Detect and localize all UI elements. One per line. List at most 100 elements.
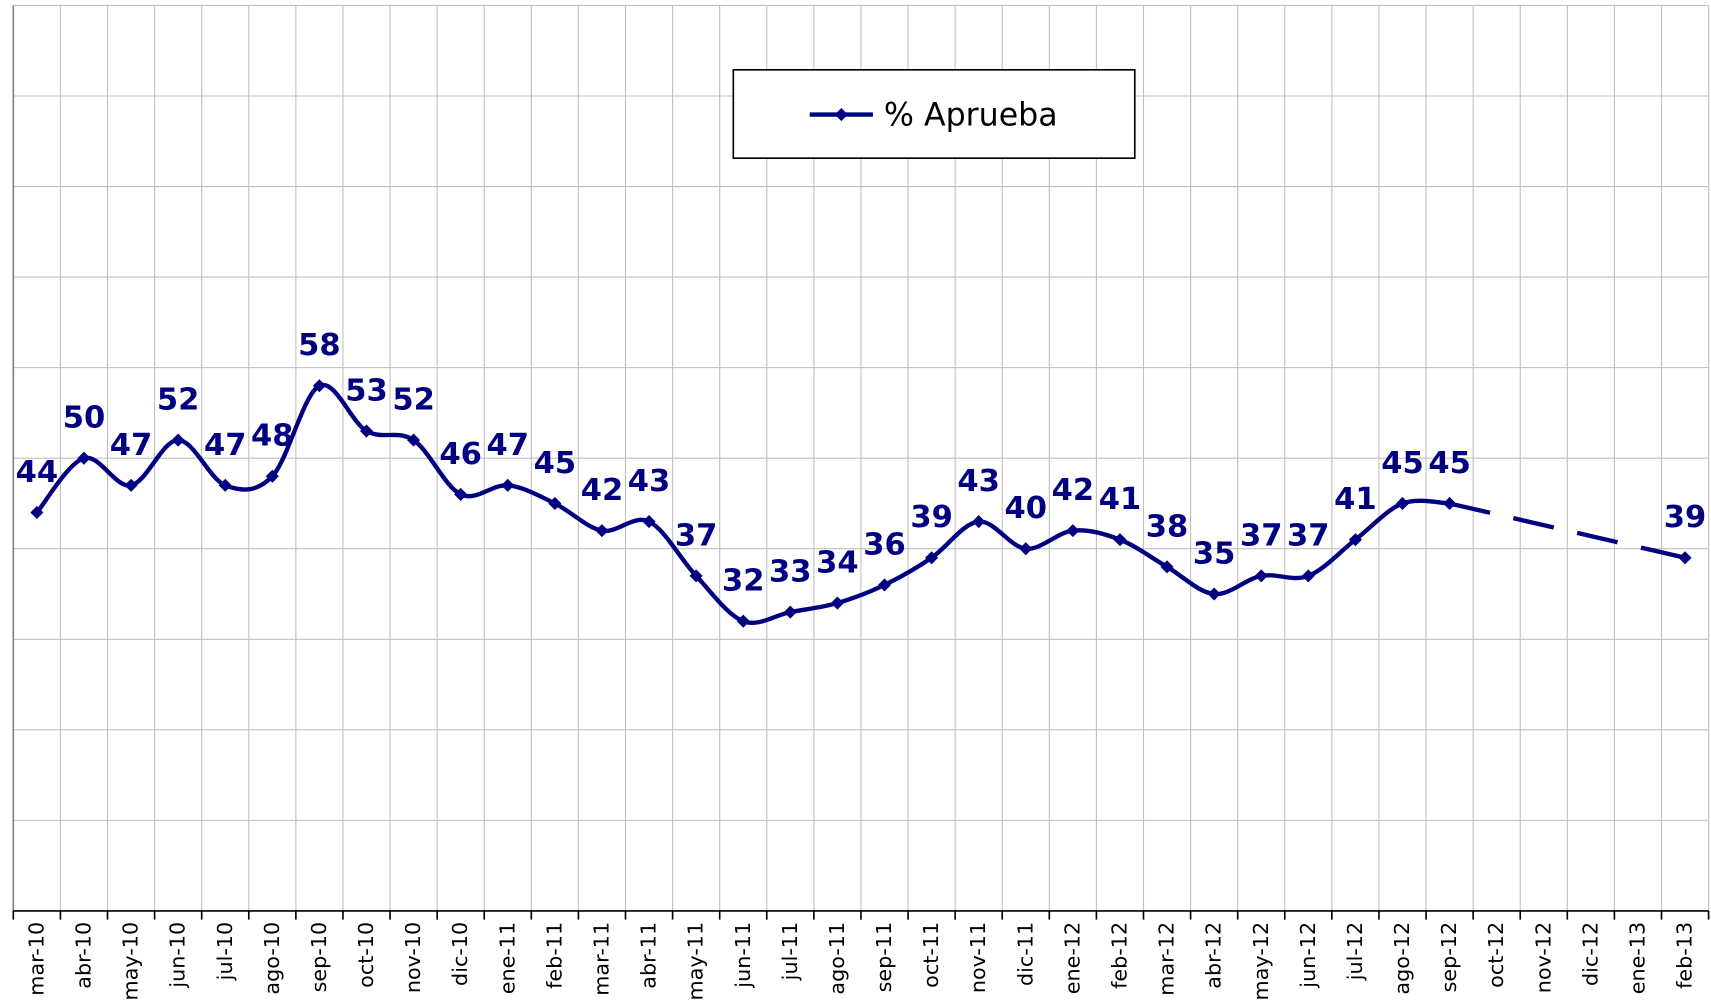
x-tick-label: sep-10 [307,922,331,993]
x-tick-label: oct-10 [354,922,378,988]
data-label: 42 [581,473,623,508]
marker [1066,524,1080,538]
data-label: 46 [439,437,482,472]
series-line [35,382,1450,625]
data-label: 33 [769,555,811,590]
data-label: 39 [1664,500,1707,535]
marker [1395,496,1410,510]
data-label: 32 [722,564,765,599]
marker [1443,496,1457,510]
x-tick-label: mar-10 [24,922,48,996]
marker [265,469,279,483]
data-label: 48 [251,419,294,454]
marker [77,451,91,465]
data-label: 58 [298,328,341,363]
data-label: 42 [1052,473,1095,508]
data-label: 37 [675,518,718,553]
marker [972,515,986,529]
data-label: 43 [957,464,1000,499]
marker [312,379,326,393]
x-tick-label: sep-11 [872,922,896,993]
legend: % Aprueba [732,68,1136,159]
data-label: 40 [1005,491,1047,526]
data-label: 45 [1381,446,1424,481]
marker [171,433,185,447]
x-tick-label: dic-12 [1578,922,1602,986]
marker [830,596,844,610]
marker [1207,587,1221,601]
x-tick-label: dic-11 [1013,922,1037,986]
data-label: 45 [1428,446,1471,481]
data-label: 45 [534,446,577,481]
marker [736,614,750,628]
x-tick-label: may-10 [119,922,143,1001]
legend-label: % Aprueba [884,97,1058,133]
data-label: 44 [16,455,59,490]
x-tick-label: ene-11 [495,922,519,994]
x-tick-label: jun-10 [166,922,190,989]
data-label: 39 [910,500,953,535]
marker [877,578,892,592]
x-tick-label: ago-12 [1390,922,1414,995]
marker [501,478,515,492]
marker [548,496,562,510]
x-tick-label: nov-10 [401,922,425,993]
x-tick-label: jul-10 [213,922,237,981]
x-tick-label: jun-12 [1296,922,1320,989]
x-tick-label: abr-12 [1202,922,1226,989]
data-label: 50 [63,401,106,436]
data-label: 36 [863,527,906,562]
marker [1678,551,1692,565]
marker [783,605,797,619]
data-label: 47 [487,428,530,463]
data-label: 53 [345,373,388,408]
x-tick-label: abr-11 [637,922,661,989]
x-tick-label: ago-10 [260,922,284,995]
data-label: 37 [1287,518,1330,553]
marker [407,433,421,447]
data-label: 41 [1334,482,1377,517]
x-tick-label: ago-11 [825,922,849,995]
data-label: 34 [816,546,858,581]
gap-connector [1449,501,1686,560]
data-label: 47 [204,428,247,463]
marker [218,478,232,492]
x-tick-label: oct-11 [919,922,943,988]
x-tick-label: dic-10 [448,922,472,986]
x-tick-label: jul-11 [778,922,802,981]
marker [1254,569,1268,583]
marker [1348,533,1362,547]
marker [1019,542,1033,556]
x-tick-label: nov-12 [1531,922,1555,993]
x-tick-label: mar-11 [590,922,614,996]
data-label: 38 [1146,509,1189,544]
x-tick-label: nov-11 [966,922,990,993]
marker [1113,533,1127,547]
x-tick-label: ene-13 [1626,922,1650,994]
data-label: 47 [110,428,153,463]
marker [124,478,138,492]
x-tick-label: abr-10 [72,922,96,989]
x-tick-label: feb-12 [1108,922,1132,989]
marker [454,487,468,501]
x-tick-label: oct-12 [1484,922,1508,988]
data-label: 35 [1193,536,1236,571]
x-tick-label: ene-12 [1060,922,1084,994]
x-tick-label: sep-12 [1437,922,1461,993]
data-label: 37 [1240,518,1283,553]
marker [359,424,374,438]
x-tick-label: feb-13 [1673,922,1697,989]
x-tick-label: feb-11 [542,922,566,989]
legend-box [732,68,1136,159]
data-label: 52 [157,383,200,418]
data-label: 43 [628,464,671,499]
data-label: 41 [1099,482,1142,517]
x-tick-label: jun-11 [731,922,755,989]
x-tick-label: mar-12 [1155,922,1179,996]
marker [595,524,609,538]
x-tick-label: jul-12 [1343,922,1367,981]
x-tick-label: may-12 [1249,922,1273,1001]
x-tick-label: may-11 [684,922,708,1001]
data-label: 52 [392,383,435,418]
